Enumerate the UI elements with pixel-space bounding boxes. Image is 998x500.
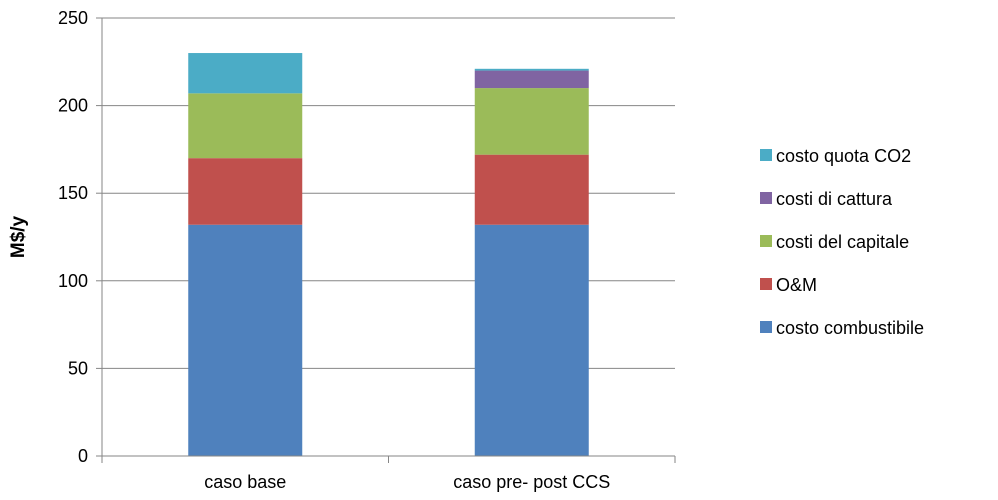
bar-segment bbox=[474, 88, 589, 155]
legend-label: O&M bbox=[776, 275, 817, 295]
bars bbox=[188, 53, 589, 456]
y-axis-title: M$/y bbox=[8, 215, 29, 258]
y-tick-label: 100 bbox=[58, 271, 88, 291]
legend-swatch bbox=[760, 149, 772, 161]
legend-label: costo combustibile bbox=[776, 318, 924, 338]
bar-segment bbox=[188, 53, 303, 94]
y-tick-label: 250 bbox=[58, 8, 88, 28]
bar-segment bbox=[474, 154, 589, 225]
x-tick-label: caso pre- post CCS bbox=[453, 472, 610, 492]
x-tick-label: caso base bbox=[204, 472, 286, 492]
legend-swatch bbox=[760, 192, 772, 204]
bar-segment bbox=[474, 70, 589, 89]
y-tick-label: 0 bbox=[78, 446, 88, 466]
bar-segment bbox=[474, 68, 589, 71]
legend-label: costi del capitale bbox=[776, 232, 909, 252]
y-tick-label: 50 bbox=[68, 358, 88, 378]
gridlines bbox=[102, 17, 675, 369]
bar-segment bbox=[474, 224, 589, 456]
axes: 0 50 100 150 200 250 M$/y caso base caso pre- po… bbox=[8, 8, 676, 492]
legend-swatch bbox=[760, 278, 772, 290]
bar-segment bbox=[188, 158, 303, 225]
y-tick-label: 150 bbox=[58, 183, 88, 203]
y-tick-label: 200 bbox=[58, 96, 88, 116]
legend-label: costo quota CO2 bbox=[776, 146, 911, 166]
legend-swatch bbox=[760, 321, 772, 333]
bar-segment bbox=[188, 224, 303, 456]
legend-label: costi di cattura bbox=[776, 189, 893, 209]
bar-segment bbox=[188, 93, 303, 159]
legend-swatch bbox=[760, 235, 772, 247]
legend: costo quota CO2 costi di cattura costi del… bbox=[760, 146, 924, 338]
